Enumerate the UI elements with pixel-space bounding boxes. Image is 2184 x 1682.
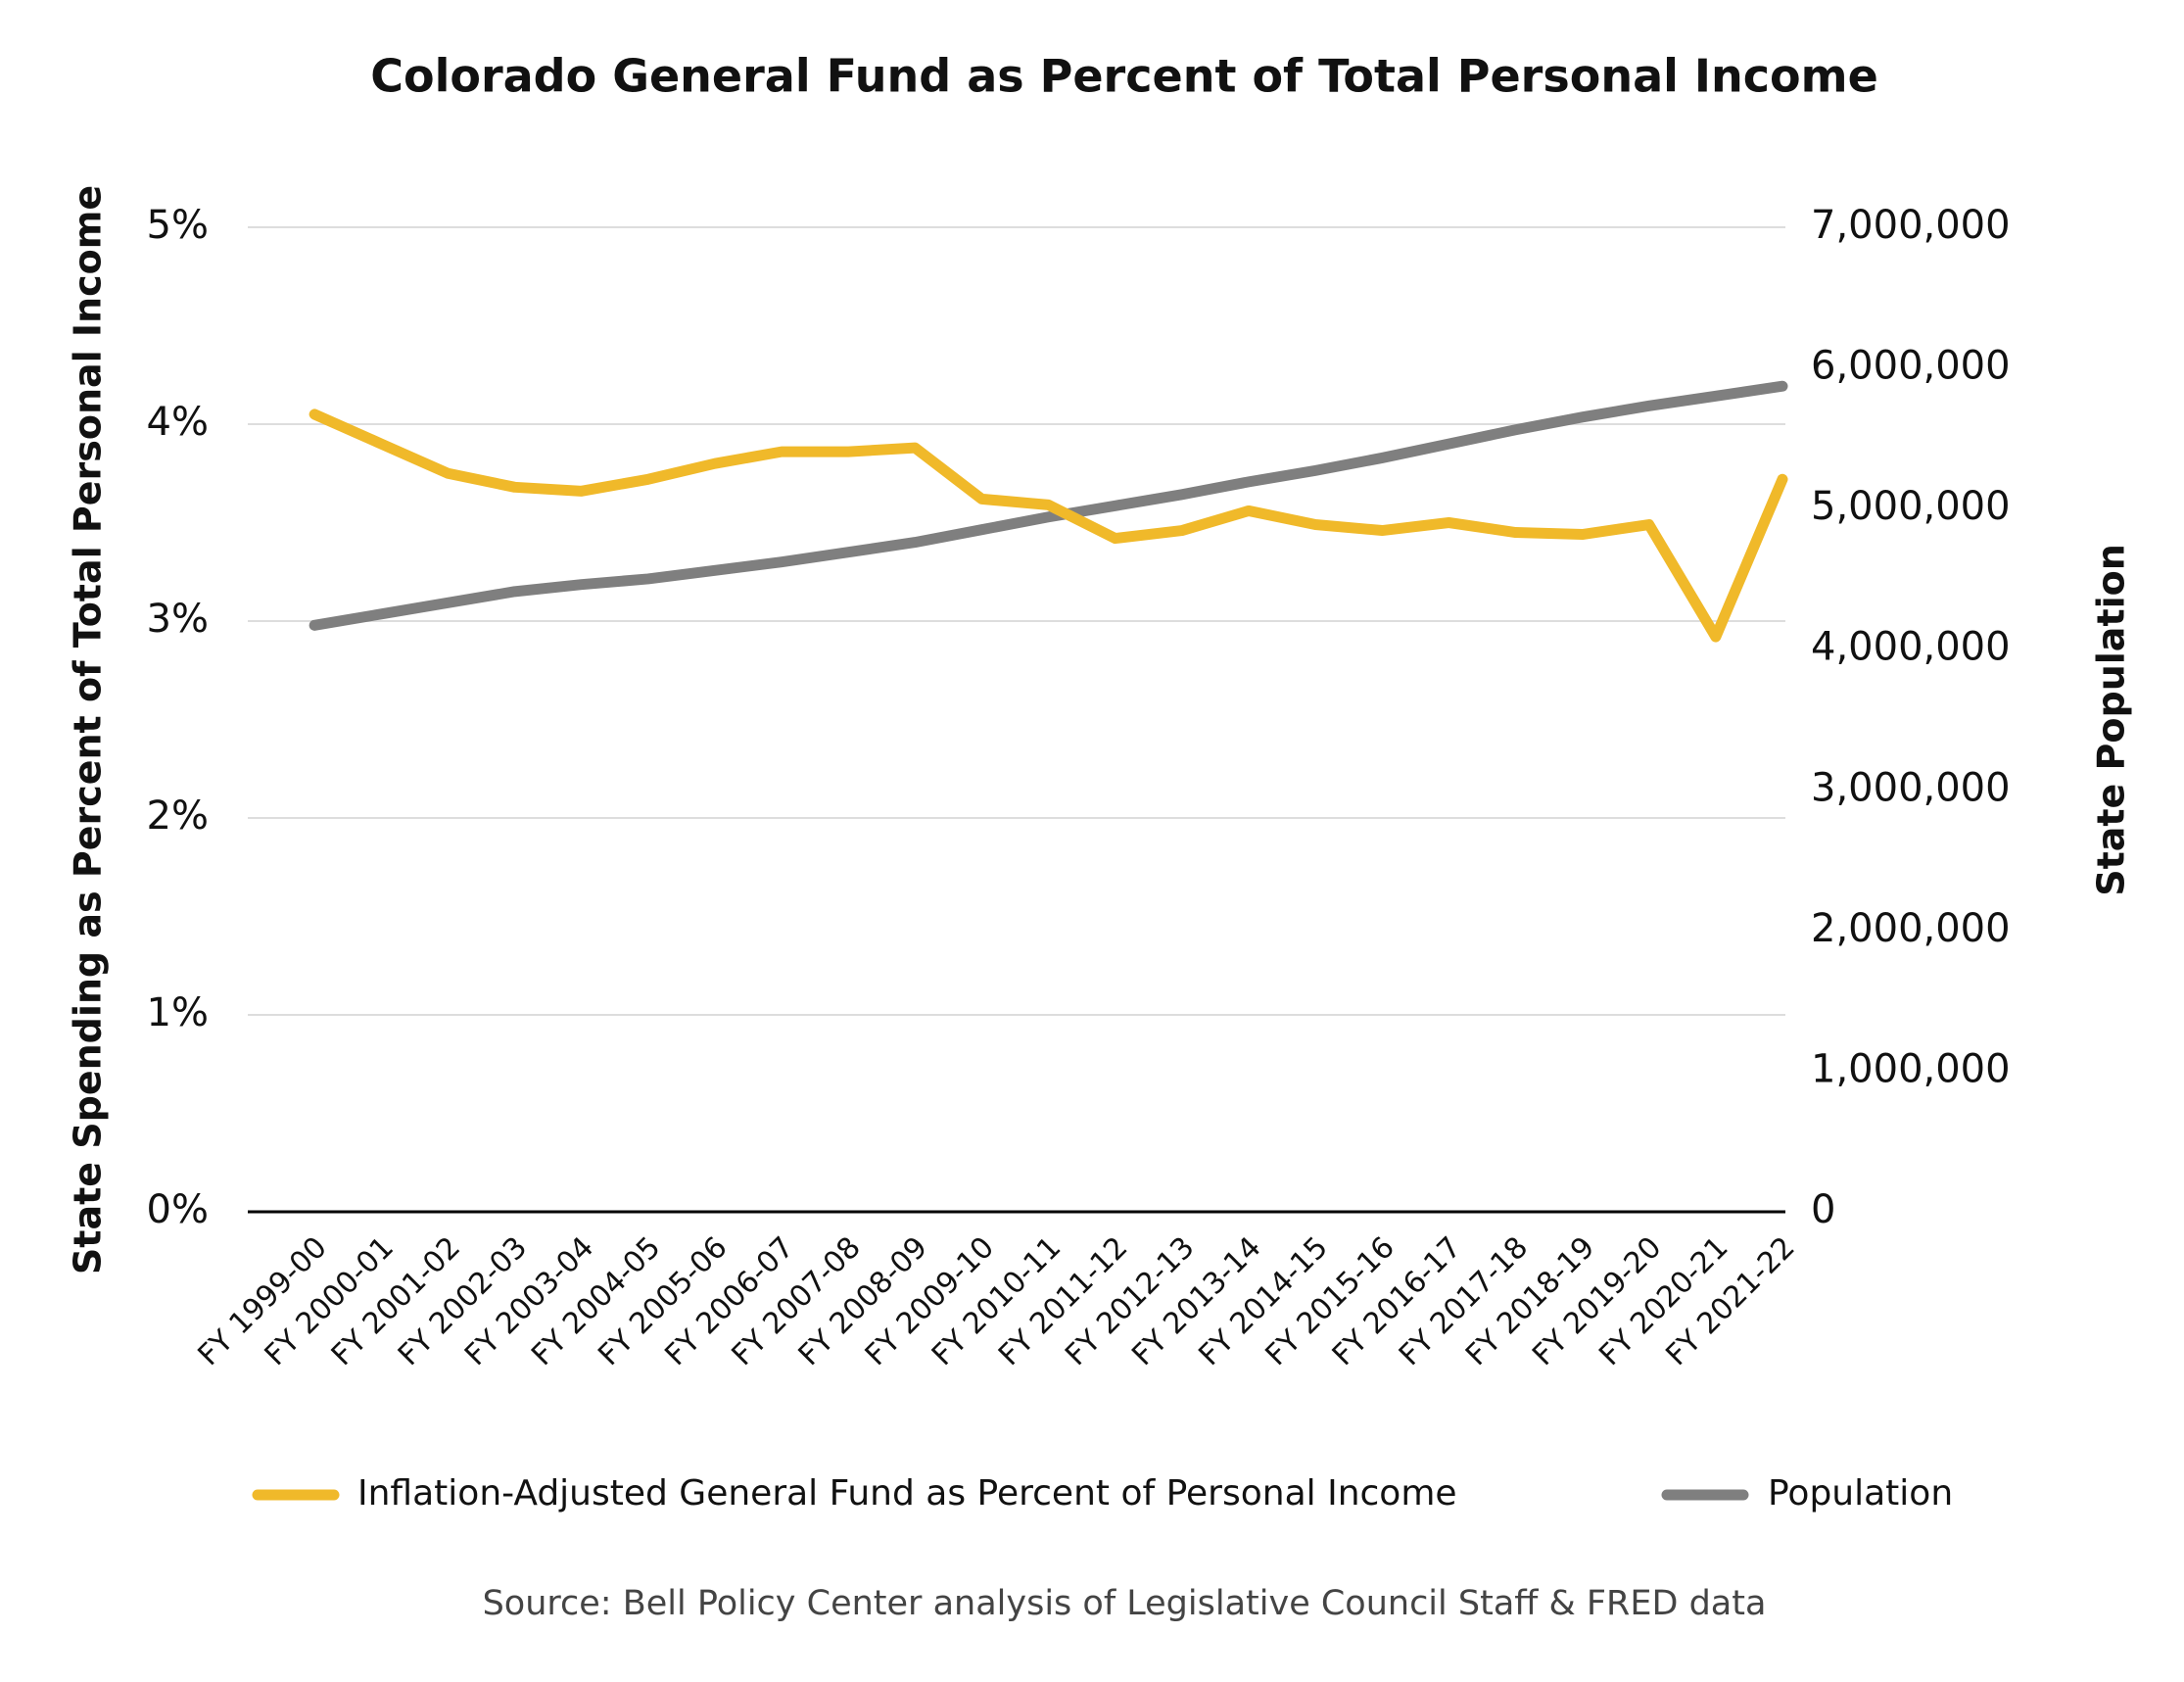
y2-tick-label: 3,000,000: [1811, 765, 2011, 810]
y2-tick-label: 6,000,000: [1811, 344, 2011, 389]
y2-tick-label: 5,000,000: [1811, 484, 2011, 529]
y-tick-label: 0%: [147, 1187, 209, 1232]
data-line: [309, 380, 1788, 631]
y2-tick-label: 7,000,000: [1811, 203, 2011, 248]
chart-title: Colorado General Fund as Percent of Tota…: [370, 50, 1878, 103]
source-note: Source: Bell Policy Center analysis of L…: [483, 1584, 1767, 1623]
data-line: [309, 408, 1788, 643]
y2-axis-label: State Population: [2090, 544, 2133, 896]
y2-tick-label: 4,000,000: [1811, 625, 2011, 670]
y2-tick-label: 1,000,000: [1811, 1046, 2011, 1091]
y-axis-label: State Spending as Percent of Total Perso…: [67, 185, 110, 1274]
legend-label: Inflation-Adjusted General Fund as Perce…: [357, 1473, 1457, 1514]
y-tick-label: 4%: [147, 400, 209, 445]
y2-tick-label: 2,000,000: [1811, 906, 2011, 951]
y-tick-label: 3%: [147, 597, 209, 642]
y-tick-label: 2%: [147, 793, 209, 839]
y-tick-label: 5%: [147, 203, 209, 248]
y-tick-label: 1%: [147, 990, 209, 1035]
y2-tick-label: 0: [1811, 1187, 1835, 1232]
legend-label: Population: [1768, 1473, 1953, 1514]
